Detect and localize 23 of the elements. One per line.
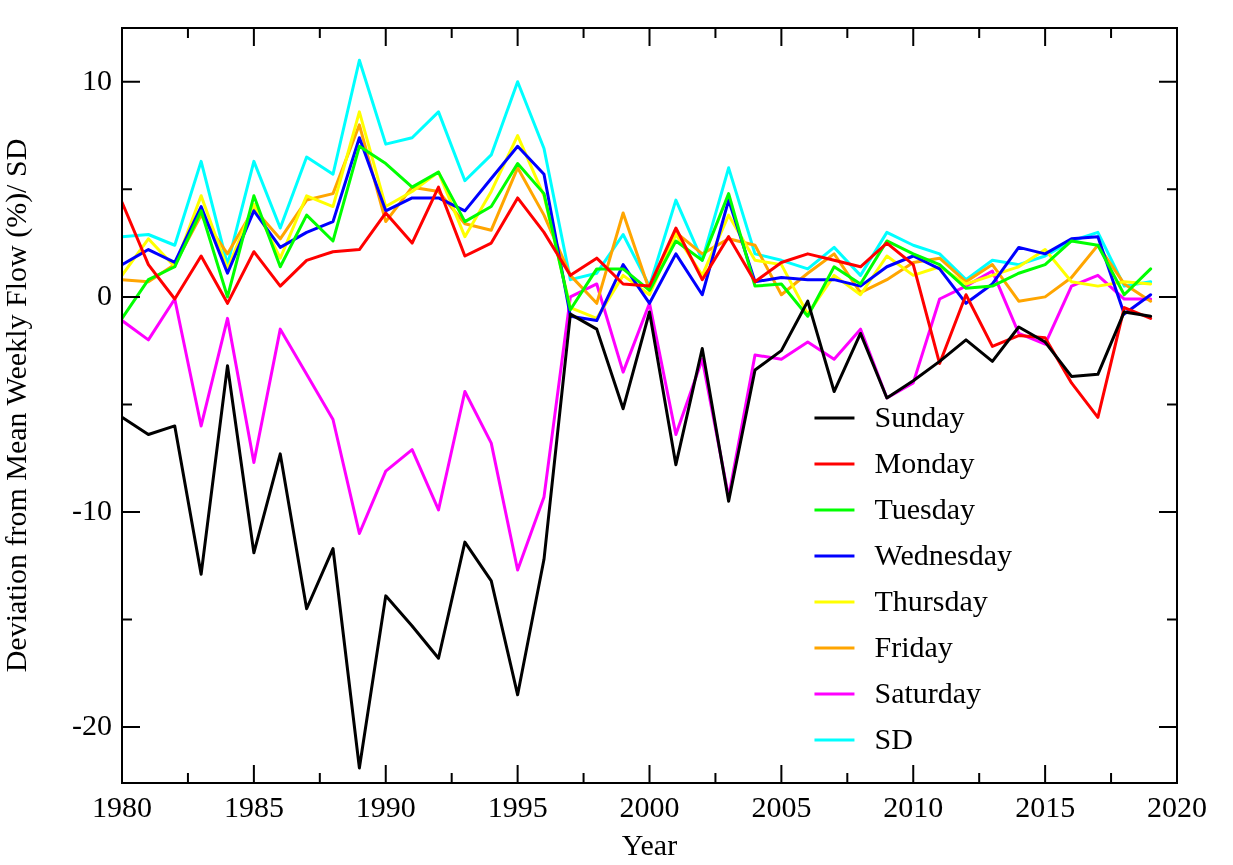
y-tick-label: -10 — [72, 492, 112, 526]
legend-label: Tuesday — [874, 491, 976, 525]
x-tick-label: 2010 — [883, 789, 944, 823]
legend-label: Wednesday — [874, 537, 1013, 571]
x-tick-label: 2000 — [619, 789, 680, 823]
legend-label: Monday — [874, 445, 975, 479]
x-tick-label: 2020 — [1147, 789, 1207, 823]
x-tick-label: 2015 — [1015, 789, 1076, 823]
y-tick-label: 0 — [97, 277, 112, 311]
x-tick-label: 1995 — [487, 789, 548, 823]
y-tick-label: 10 — [82, 62, 112, 96]
legend-label: Thursday — [874, 583, 988, 617]
legend-label: Friday — [874, 629, 953, 663]
x-tick-label: 1985 — [223, 789, 284, 823]
legend-label: SD — [874, 721, 913, 755]
legend-label: Sunday — [874, 399, 965, 433]
x-tick-label: 2005 — [751, 789, 812, 823]
x-tick-label: 1990 — [355, 789, 416, 823]
x-axis-title: Year — [621, 827, 678, 861]
y-axis-title: Deviation from Mean Weekly Flow (%)/ SD — [0, 138, 33, 673]
legend-label: Saturday — [874, 675, 982, 709]
x-tick-label: 1980 — [92, 789, 152, 823]
y-tick-label: -20 — [72, 707, 112, 741]
